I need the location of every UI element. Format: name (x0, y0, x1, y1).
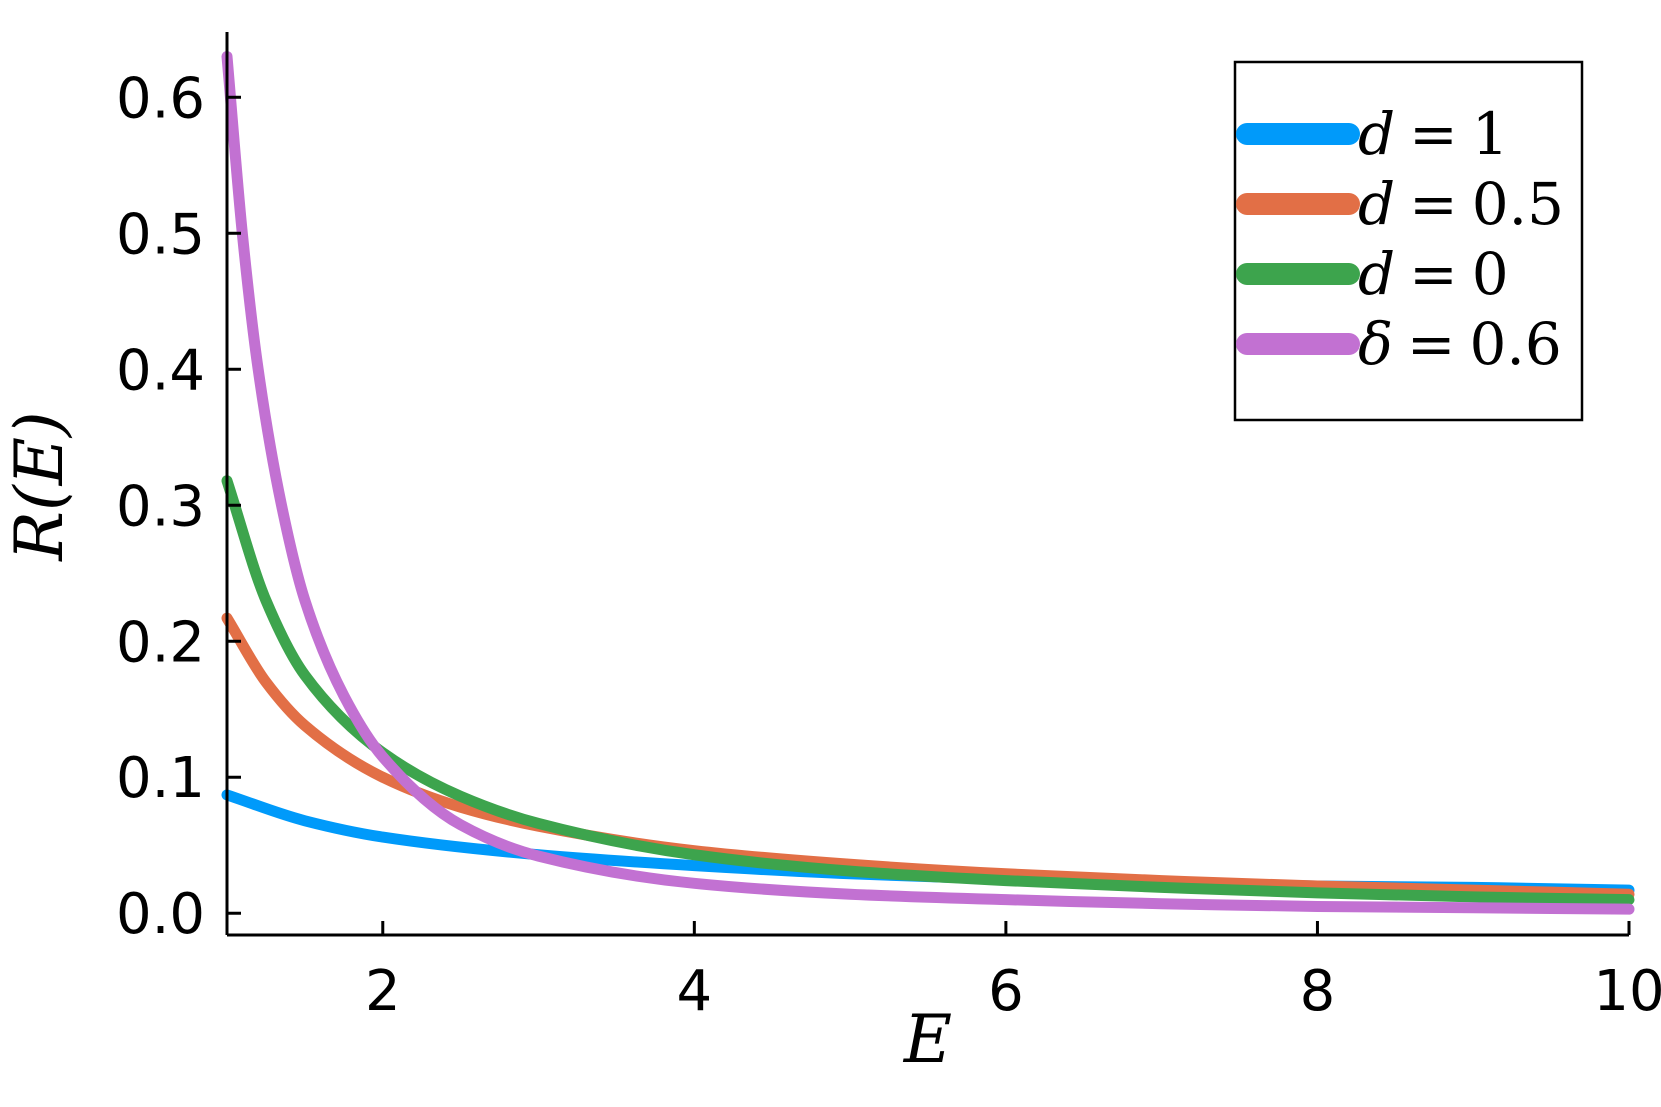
legend-equals: = (1409, 170, 1458, 238)
series-layer (221, 50, 1635, 915)
legend-label-3: δ = 0.6 (1358, 310, 1562, 378)
y-tick-label: 0.2 (116, 610, 205, 675)
legend-equals: = (1407, 310, 1456, 378)
legend-value: 0.5 (1472, 170, 1564, 238)
legend-items: d = 1d = 0.5d = 0δ = 0.6 (1236, 100, 1564, 378)
y-tick-label: 0.1 (116, 746, 205, 811)
legend-equals: = (1409, 240, 1458, 308)
legend-variable: d (1358, 100, 1395, 168)
legend: d = 1d = 0.5d = 0δ = 0.6 (1233, 60, 1584, 422)
x-tick-label: 8 (1300, 959, 1336, 1024)
legend-variable: d (1358, 170, 1395, 238)
y-axis-title: R(E) (1, 411, 78, 561)
y-ticks: 0.0 0.1 0.2 0.3 0.4 0.5 0.6 (116, 66, 241, 947)
x-tick-label: 10 (1593, 959, 1661, 1024)
legend-equals: = (1409, 100, 1458, 168)
legend-variable: d (1358, 240, 1395, 308)
series-line-2 (221, 475, 1635, 906)
legend-label-0: d = 1 (1358, 100, 1509, 168)
plot-area: 2 4 6 8 10 0.00.10.20.30.40.50.6 (116, 32, 1661, 1024)
legend-label-2: d = 0 (1358, 240, 1509, 308)
series-line-3 (221, 50, 1635, 915)
x-tick-label: 6 (988, 959, 1024, 1024)
x-tick-label: 4 (677, 959, 713, 1024)
y-tick-label: 0.5 (116, 202, 205, 267)
legend-label-1: d = 0.5 (1358, 170, 1564, 238)
y-tick-label: 0.6 (116, 66, 205, 131)
y-tick-label: 0.0 (116, 882, 205, 947)
x-axis-title: E (903, 1001, 952, 1078)
x-ticks: 2 4 6 8 10 (365, 921, 1661, 1024)
y-tick-label: 0.4 (116, 338, 205, 403)
legend-value: 0.6 (1470, 310, 1562, 378)
legend-box (1233, 60, 1584, 422)
series-line-1 (221, 612, 1635, 900)
y-tick-label: 0.3 (116, 474, 205, 539)
legend-value: 1 (1472, 100, 1509, 168)
legend-value: 0 (1472, 240, 1509, 308)
legend-variable: δ (1358, 310, 1393, 378)
x-tick-label: 2 (365, 959, 401, 1024)
